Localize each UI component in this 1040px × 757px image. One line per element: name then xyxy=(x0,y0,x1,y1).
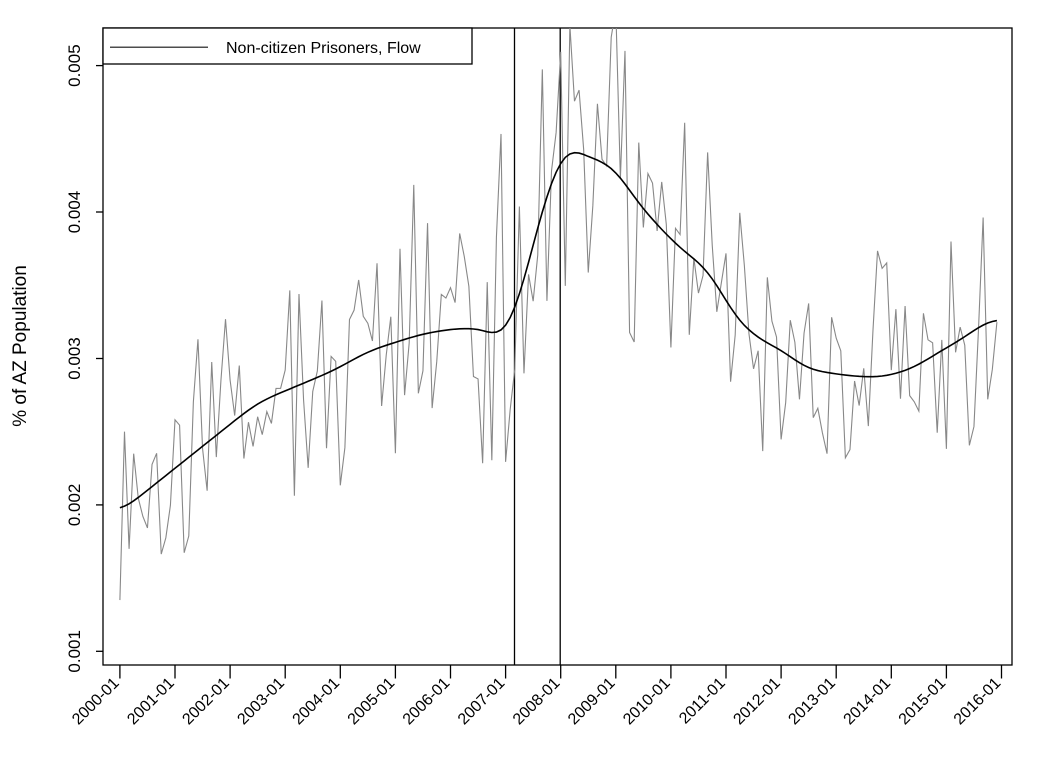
svg-text:0.005: 0.005 xyxy=(65,44,84,87)
svg-text:Non-citizen Prisoners, Flow: Non-citizen Prisoners, Flow xyxy=(226,40,421,57)
svg-text:0.003: 0.003 xyxy=(65,337,84,380)
svg-text:% of AZ Population: % of AZ Population xyxy=(10,265,31,427)
svg-text:0.004: 0.004 xyxy=(65,191,84,234)
svg-text:0.002: 0.002 xyxy=(65,484,84,527)
svg-text:0.001: 0.001 xyxy=(65,630,84,673)
